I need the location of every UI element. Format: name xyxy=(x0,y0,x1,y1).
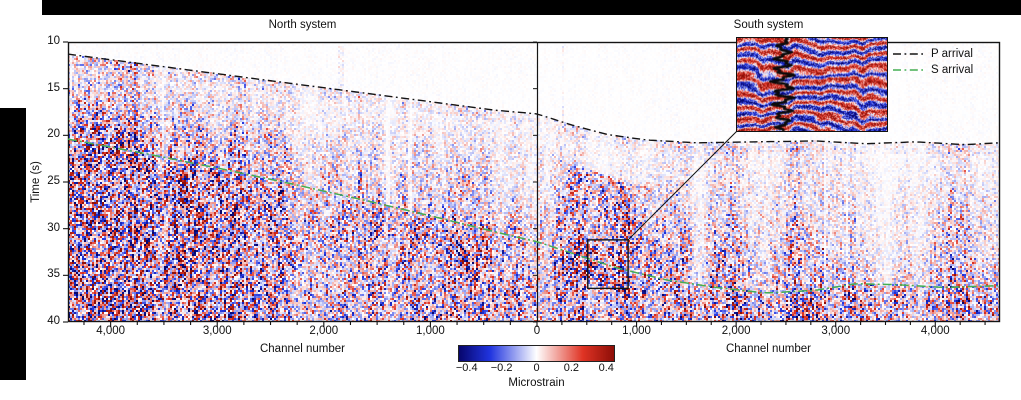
colorbar-canvas xyxy=(459,346,614,361)
y-tick-label: 30 xyxy=(47,221,60,234)
colorbar-tick-label: 0 xyxy=(533,362,540,374)
legend-label-s-arrival: S arrival xyxy=(931,64,974,76)
x-tick-label: 4,000 xyxy=(920,325,950,337)
colorbar-label: Microstrain xyxy=(508,377,565,389)
x-tick-label: 3,000 xyxy=(821,325,851,337)
colorbar-tick-label: 0.2 xyxy=(563,362,580,374)
x-tick-label: 1,000 xyxy=(622,325,651,337)
x-tick-label: 2,000 xyxy=(309,325,339,337)
y-tick-label: 35 xyxy=(47,268,60,281)
x-tick-label: 2,000 xyxy=(721,325,751,337)
x-axis-label-north: Channel number xyxy=(259,343,346,355)
top-black-bar xyxy=(42,0,1021,15)
inset-canvas xyxy=(737,38,887,131)
panel-title-north: North system xyxy=(268,19,337,31)
legend-item-p-arrival: P arrival xyxy=(892,48,973,60)
p-arrival-line-sample-icon xyxy=(893,53,923,55)
s-arrival-line-sample-icon xyxy=(893,69,923,71)
y-tick-label: 25 xyxy=(47,175,60,187)
x-tick-label: 0 xyxy=(533,325,541,337)
x-tick-label: 4,000 xyxy=(96,325,126,337)
x-axis-label-south: Channel number xyxy=(725,343,812,355)
panel-title-south: South system xyxy=(733,19,804,31)
y-tick-label: 15 xyxy=(47,81,60,94)
inset-zoom-box xyxy=(736,37,888,132)
legend-label-p-arrival: P arrival xyxy=(931,48,973,60)
colorbar-tick-label: −0.4 xyxy=(455,362,478,374)
y-tick-label: 10 xyxy=(47,35,60,47)
legend-item-s-arrival: S arrival xyxy=(892,64,973,76)
x-tick-label: 3,000 xyxy=(202,325,232,337)
y-tick-label: 40 xyxy=(47,315,60,327)
colorbar-tick-label: 0.4 xyxy=(598,362,614,374)
x-tick-label: 1,000 xyxy=(416,325,445,337)
colorbar xyxy=(458,345,615,362)
y-tick-label: 20 xyxy=(47,128,60,141)
left-black-bar xyxy=(0,108,26,380)
legend: P arrival S arrival xyxy=(892,48,973,76)
colorbar-tick-label: −0.2 xyxy=(490,362,513,374)
